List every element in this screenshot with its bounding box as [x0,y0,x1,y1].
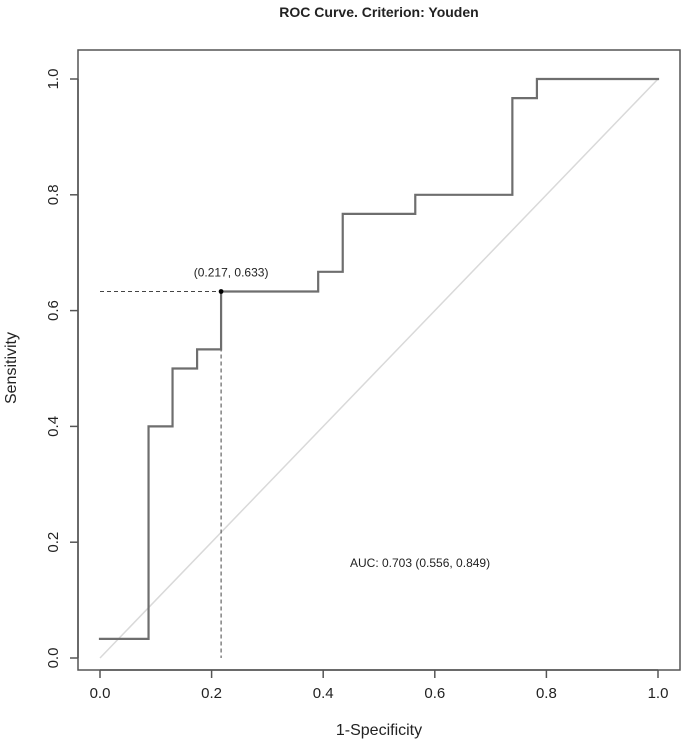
curve-layer [98,77,660,640]
y-tick-label: 0.6 [45,300,62,321]
y-tick-label: 0.0 [45,648,62,669]
x-tick-label: 0.8 [536,685,557,702]
x-tick-label: 0.4 [313,685,334,702]
x-tick-label: 0.2 [201,685,222,702]
reference-layer [99,78,659,659]
y-tick-label: 0.4 [45,416,62,437]
optimal-point-label: (0.217, 0.633) [194,265,269,279]
x-axis-label: 1-Specificity [336,722,422,739]
axes-layer: 0.0 0.2 0.4 0.6 0.8 1.0 0.0 0.2 0.4 0.6 0.8 1.0 [45,49,681,702]
x-tick-label: 0.6 [424,685,445,702]
chart-title: ROC Curve. Criterion: Youden [279,4,478,20]
y-tick-label: 0.2 [45,532,62,553]
y-tick-label: 0.8 [45,184,62,205]
y-axis-label: Sensitivity [3,332,20,404]
plot-frame [77,49,681,671]
reference-diagonal [99,78,659,659]
x-tick-label: 0.0 [90,685,111,702]
roc-curve [98,77,660,640]
auc-label: AUC: 0.703 (0.556, 0.849) [350,556,490,570]
guide-layer [100,290,222,658]
y-tick-label: 1.0 [45,69,62,90]
x-tick-label: 1.0 [648,685,669,702]
point-layer [218,289,224,294]
optimal-point [218,289,224,294]
